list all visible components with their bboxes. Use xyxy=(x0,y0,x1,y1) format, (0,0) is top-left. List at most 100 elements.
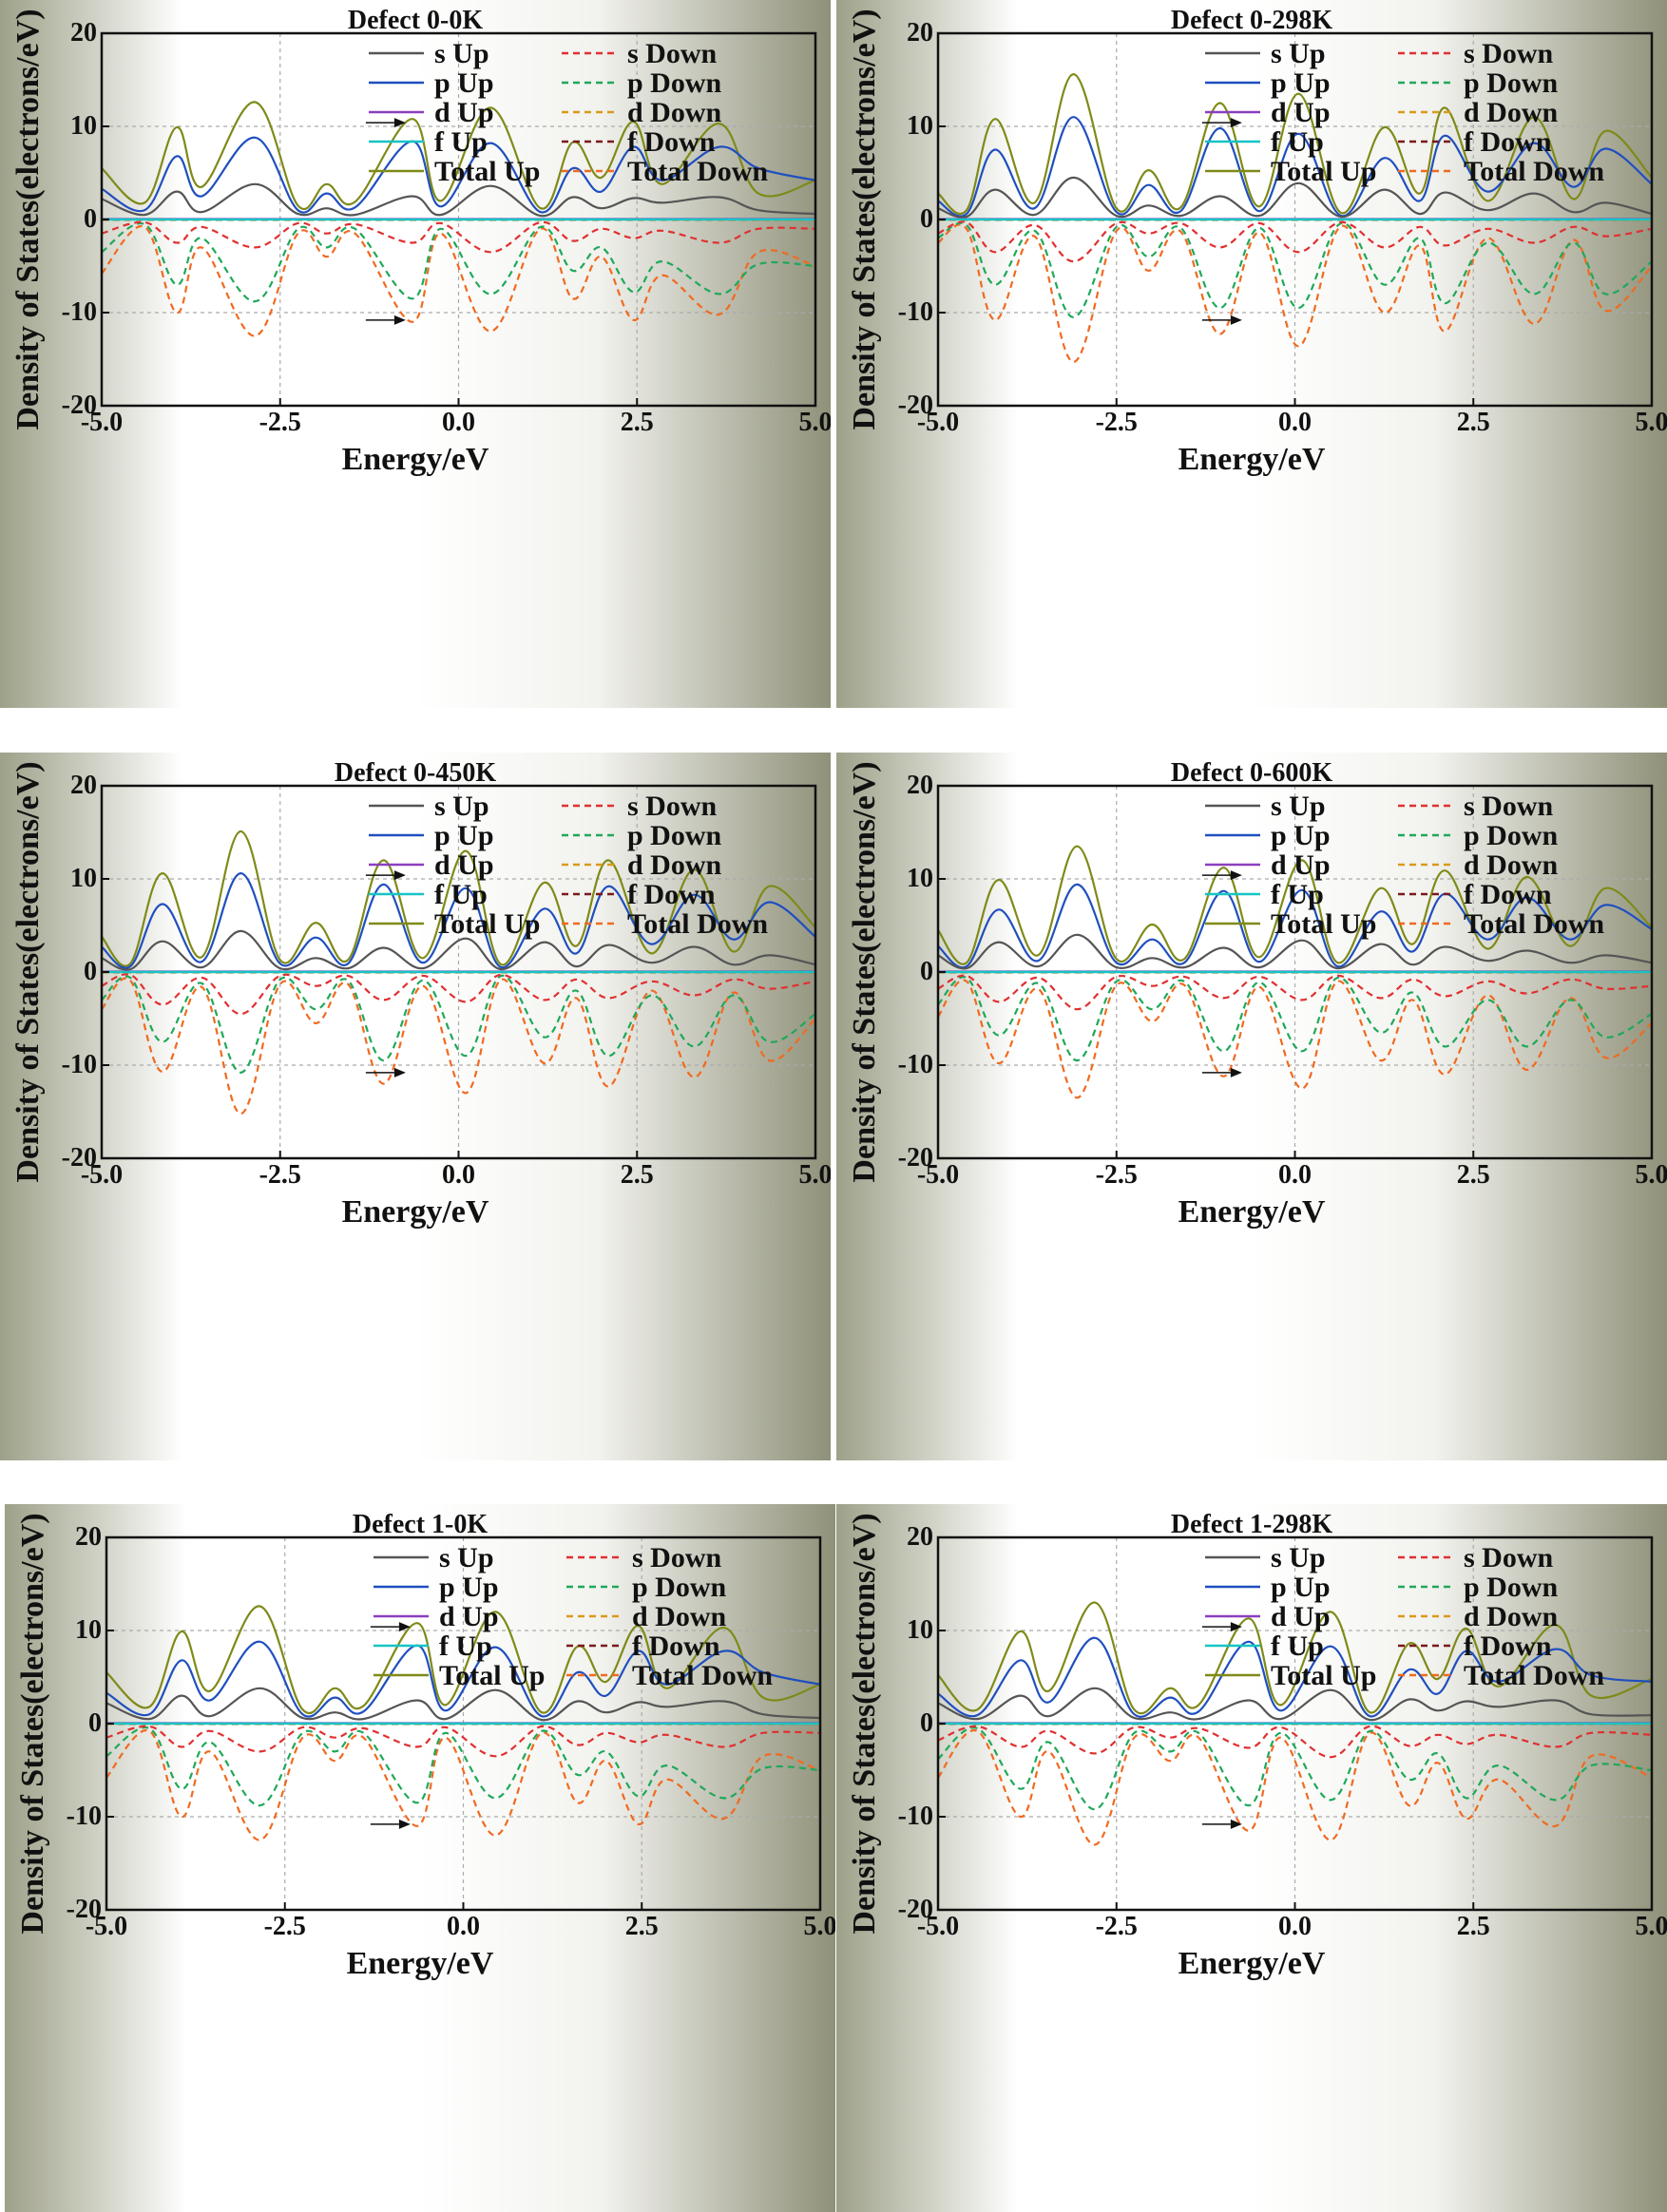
legend-swatch-svg xyxy=(562,51,617,55)
y-tick-label: -20 xyxy=(61,391,97,420)
legend-label: p Down xyxy=(632,1572,727,1603)
legend-label: s Down xyxy=(1464,38,1554,69)
legend-swatch-svg xyxy=(1205,169,1260,173)
legend-item-s-up: s Up xyxy=(363,35,591,73)
legend-item-s-down: s Down xyxy=(561,1539,789,1577)
series-line-total-up xyxy=(101,101,816,210)
legend-swatch-svg xyxy=(1205,863,1260,867)
legend-swatch-svg xyxy=(369,110,424,114)
legend-label: Total Up xyxy=(439,1660,546,1691)
dos-panel: Defect 1-298K Density of States(electrons… xyxy=(836,1504,1667,2212)
y-tick-label: 20 xyxy=(907,1522,933,1552)
x-tick-label: 2.5 xyxy=(1456,1160,1490,1190)
legend-swatch-svg xyxy=(1398,81,1453,85)
y-tick-label: 10 xyxy=(907,864,933,893)
legend-item-p-down: p Down xyxy=(1392,1569,1620,1607)
dos-chart xyxy=(836,0,1667,708)
series-line-s-up xyxy=(101,182,816,218)
panel-title: Defect 1-0K xyxy=(352,1510,489,1539)
panel-title: Defect 0-298K xyxy=(1170,6,1333,35)
legend-swatch-svg xyxy=(1205,81,1260,85)
legend-item-d-up: d Up xyxy=(1199,94,1427,132)
x-tick-label: 0.0 xyxy=(1278,408,1312,437)
legend-item-p-up: p Up xyxy=(368,1569,596,1607)
series-line-total-up xyxy=(105,1605,821,1714)
legend-item-p-up: p Up xyxy=(1199,65,1427,103)
x-tick-label: 0.0 xyxy=(1278,1160,1312,1190)
legend-item-total-up: Total Up xyxy=(363,906,591,944)
legend-swatch-svg xyxy=(1398,1555,1453,1559)
legend-label: f Up xyxy=(1271,1630,1324,1662)
legend-label: d Up xyxy=(1271,97,1331,128)
legend-swatch-svg xyxy=(374,1555,429,1559)
series-line-p-up xyxy=(937,116,1653,218)
y-tick-label: -20 xyxy=(61,1143,97,1173)
legend-swatch-svg xyxy=(1205,1644,1260,1648)
dos-chart xyxy=(836,753,1667,1460)
annotation-arrow-head xyxy=(398,1819,411,1829)
legend-item-f-up: f Up xyxy=(363,876,591,914)
legend-swatch-svg xyxy=(374,1585,429,1589)
legend-item-d-down: d Down xyxy=(1392,94,1620,132)
legend-label: f Down xyxy=(627,879,716,910)
y-tick-label: 0 xyxy=(920,957,933,986)
legend-swatch-svg xyxy=(566,1555,622,1559)
legend-item-total-down: Total Down xyxy=(1392,153,1620,191)
legend-swatch-svg xyxy=(562,804,617,808)
legend-item-p-up: p Up xyxy=(1199,1569,1427,1607)
series-line-s-up xyxy=(101,929,816,971)
legend-swatch-svg xyxy=(1205,1673,1260,1677)
panel-title: Defect 1-298K xyxy=(1170,1510,1333,1539)
legend-swatch-svg xyxy=(369,804,424,808)
series-line-total-down xyxy=(101,225,816,337)
y-tick-label: 20 xyxy=(907,18,933,48)
legend-label: s Down xyxy=(627,791,718,822)
annotation-arrow-head xyxy=(1230,1819,1242,1829)
y-tick-label: -10 xyxy=(897,1802,933,1831)
legend-label: s Up xyxy=(1271,38,1326,69)
series-line-s-up xyxy=(937,933,1653,970)
x-axis-label: Energy/eV xyxy=(341,442,489,477)
series-line-p-down xyxy=(105,1726,821,1807)
y-tick-label: 20 xyxy=(70,18,97,48)
legend-item-d-down: d Down xyxy=(1392,847,1620,885)
legend-label: Total Up xyxy=(1271,1660,1377,1691)
y-tick-label: -20 xyxy=(66,1895,102,1924)
legend-label: p Down xyxy=(627,67,722,99)
y-tick-label: 0 xyxy=(84,957,97,986)
x-tick-label: -2.5 xyxy=(259,408,301,437)
legend-label: f Down xyxy=(1464,126,1552,158)
legend-label: f Up xyxy=(434,879,488,910)
legend-swatch-svg xyxy=(369,892,424,896)
x-tick-label: 2.5 xyxy=(1456,1912,1490,1941)
legend-swatch-svg xyxy=(369,863,424,867)
series-line-total-up xyxy=(937,845,1653,965)
annotation-arrow-head xyxy=(1230,1067,1242,1077)
x-tick-label: 0.0 xyxy=(447,1912,480,1941)
legend-item-p-down: p Down xyxy=(556,817,784,855)
y-tick-label: -10 xyxy=(66,1802,102,1831)
x-tick-label: 2.5 xyxy=(620,408,654,437)
legend-label: p Up xyxy=(1271,1572,1331,1603)
legend-item-s-down: s Down xyxy=(1392,1539,1620,1577)
legend-label: d Up xyxy=(439,1601,499,1632)
y-tick-label: 10 xyxy=(907,1615,933,1645)
series-line-total-up xyxy=(937,72,1653,215)
legend-label: Total Down xyxy=(627,156,769,187)
legend-label: p Down xyxy=(1464,67,1559,99)
annotation-arrow-head xyxy=(1230,1622,1242,1632)
legend-label: Total Down xyxy=(1464,908,1605,940)
x-tick-label: 5.0 xyxy=(1635,1160,1667,1190)
y-tick-label: -10 xyxy=(61,297,97,327)
annotation-arrow-head xyxy=(393,1067,406,1077)
legend-swatch-svg xyxy=(1205,922,1260,925)
x-tick-label: 5.0 xyxy=(798,1160,832,1190)
legend-label: p Down xyxy=(627,820,722,851)
legend-swatch-svg xyxy=(1398,51,1453,55)
legend-swatch-svg xyxy=(562,892,617,896)
legend-swatch-svg xyxy=(1398,140,1453,143)
legend-label: Total Down xyxy=(632,1660,774,1691)
legend-item-f-down: f Down xyxy=(556,124,784,162)
legend-label: d Down xyxy=(627,849,722,881)
y-tick-label: 0 xyxy=(84,204,97,234)
